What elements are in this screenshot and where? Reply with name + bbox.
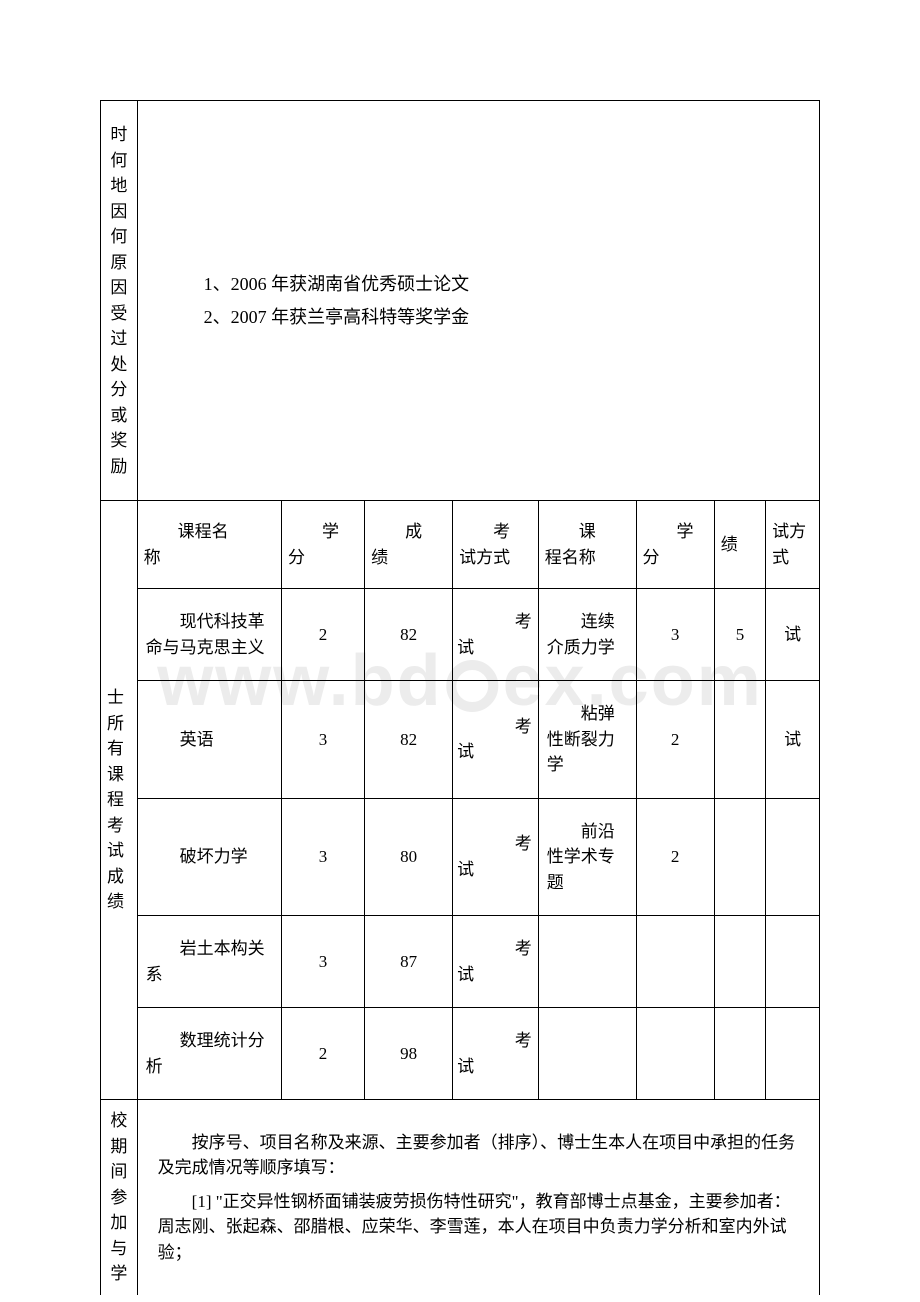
courses-side-label: 士所有课程考试成绩 <box>101 501 138 1100</box>
course-exam-2: 试 <box>766 681 820 799</box>
projects-intro: 按序号、项目名称及来源、主要参加者（排序）、博士生本人在项目中承担的任务及完成情… <box>158 1130 799 1181</box>
course-score: 82 <box>365 681 453 799</box>
course-credit: 2 <box>281 589 364 681</box>
col-credit-2: 学分 <box>636 501 714 589</box>
course-exam: 考试 <box>453 1008 539 1100</box>
course-credit-2: 3 <box>636 589 714 681</box>
awards-side-label: 时何地因何原因受过处分或奖励 <box>101 101 138 501</box>
course-exam-2 <box>766 798 820 916</box>
col-score-1: 成绩 <box>365 501 453 589</box>
course-header-row: 士所有课程考试成绩 课程名称 学分 成绩 考试方式 课程名称 学分 绩 试方式 <box>101 501 820 589</box>
projects-side-label: 校期间参加与学 <box>101 1100 138 1295</box>
projects-content: 按序号、项目名称及来源、主要参加者（排序）、博士生本人在项目中承担的任务及完成情… <box>137 1100 819 1295</box>
award-line-1: 1、2006 年获湖南省优秀硕士论文 <box>168 271 789 298</box>
course-exam: 考试 <box>453 798 539 916</box>
course-name-2 <box>538 1008 636 1100</box>
course-name-2: 连续介质力学 <box>538 589 636 681</box>
course-credit-2 <box>636 916 714 1008</box>
course-credit: 3 <box>281 916 364 1008</box>
col-course-name-1: 课程名称 <box>137 501 281 589</box>
award-line-2: 2、2007 年获兰亭高科特等奖学金 <box>168 304 789 331</box>
col-course-name-2: 课程名称 <box>538 501 636 589</box>
course-score: 98 <box>365 1008 453 1100</box>
course-row-3: 岩土本构关系 3 87 考试 <box>101 916 820 1008</box>
course-exam: 考试 <box>453 681 539 799</box>
course-score-2: 5 <box>714 589 765 681</box>
col-score-2: 绩 <box>714 501 765 589</box>
course-name-2: 前沿性学术专题 <box>538 798 636 916</box>
course-credit-2: 2 <box>636 798 714 916</box>
course-exam-2: 试 <box>766 589 820 681</box>
course-row-2: 破坏力学 3 80 考试 前沿性学术专题 2 <box>101 798 820 916</box>
course-exam-2 <box>766 916 820 1008</box>
course-row-4: 数理统计分析 2 98 考试 <box>101 1008 820 1100</box>
course-row-1: 英语 3 82 考试 粘弹性断裂力学 2 试 <box>101 681 820 799</box>
col-exam-1: 考试方式 <box>453 501 539 589</box>
course-score-2 <box>714 916 765 1008</box>
col-exam-2: 试方式 <box>766 501 820 589</box>
course-score: 80 <box>365 798 453 916</box>
course-score-2 <box>714 798 765 916</box>
course-credit: 3 <box>281 681 364 799</box>
course-credit: 2 <box>281 1008 364 1100</box>
awards-content: 1、2006 年获湖南省优秀硕士论文 2、2007 年获兰亭高科特等奖学金 <box>137 101 819 501</box>
course-exam: 考试 <box>453 916 539 1008</box>
course-score-2 <box>714 1008 765 1100</box>
course-name: 破坏力学 <box>137 798 281 916</box>
course-name: 数理统计分析 <box>137 1008 281 1100</box>
course-name: 英语 <box>137 681 281 799</box>
col-credit-1: 学分 <box>281 501 364 589</box>
course-name-2 <box>538 916 636 1008</box>
project-item-1: [1] "正交异性钢桥面铺装疲劳损伤特性研究"，教育部博士点基金，主要参加者：周… <box>158 1189 799 1266</box>
projects-row: 校期间参加与学 按序号、项目名称及来源、主要参加者（排序）、博士生本人在项目中承… <box>101 1100 820 1295</box>
course-name-2: 粘弹性断裂力学 <box>538 681 636 799</box>
course-credit-2 <box>636 1008 714 1100</box>
course-credit-2: 2 <box>636 681 714 799</box>
course-exam: 考试 <box>453 589 539 681</box>
course-credit: 3 <box>281 798 364 916</box>
course-score-2 <box>714 681 765 799</box>
course-score: 87 <box>365 916 453 1008</box>
course-row-0: 现代科技革命与马克思主义 2 82 考试 连续介质力学 3 5 试 <box>101 589 820 681</box>
awards-row: 时何地因何原因受过处分或奖励 1、2006 年获湖南省优秀硕士论文 2、2007… <box>101 101 820 501</box>
course-score: 82 <box>365 589 453 681</box>
document-table: 时何地因何原因受过处分或奖励 1、2006 年获湖南省优秀硕士论文 2、2007… <box>100 100 820 1295</box>
course-name: 岩土本构关系 <box>137 916 281 1008</box>
course-exam-2 <box>766 1008 820 1100</box>
course-name: 现代科技革命与马克思主义 <box>137 589 281 681</box>
